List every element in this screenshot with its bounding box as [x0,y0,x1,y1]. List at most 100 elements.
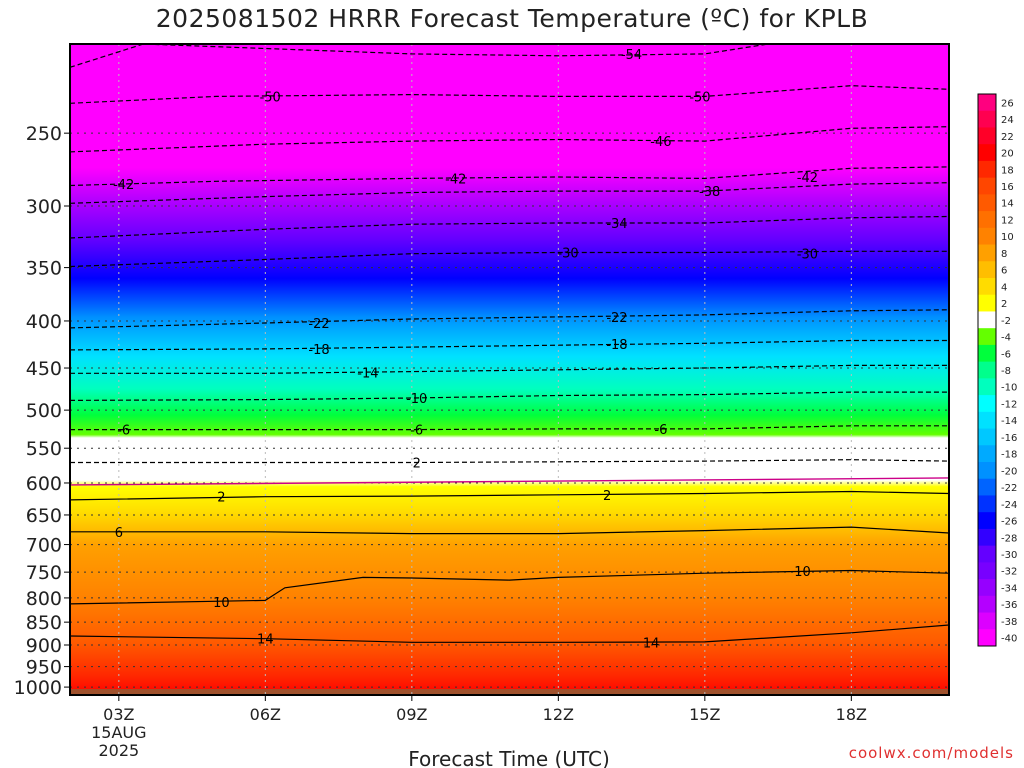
colorbar-label: -22 [1001,483,1017,494]
colorbar-swatch [978,478,996,496]
colorbar-swatch [978,562,996,580]
colorbar-label: -32 [1001,567,1017,578]
contour-line [70,182,949,204]
colorbar-label: 4 [1001,282,1007,293]
colorbar-label: -34 [1001,583,1017,594]
contour-line [70,126,949,153]
colorbar-swatch [978,144,996,162]
contour-label: -6 [117,424,130,439]
contour-label: -46 [650,135,671,150]
contour-line [70,250,949,268]
contour-label: 14 [643,636,660,651]
colorbar-swatch [978,395,996,413]
colorbar-swatch [978,629,996,647]
contour-label: -34 [606,217,627,232]
colorbar-label: 12 [1001,215,1014,226]
contour-line [70,459,949,464]
colorbar-frame [977,93,997,647]
contour-line [70,166,949,187]
colorbar-label: -4 [1001,333,1011,344]
colorbar-label: -14 [1001,416,1017,427]
contour-label: -50 [260,90,281,105]
colorbar: 26 24 22 20 18 16 14 12 10 8 6 4 2 -2 -4 -6 -8 -10 -12 -14 -… [977,93,1017,647]
colorbar-label: -38 [1001,617,1017,628]
colorbar-swatch [978,411,996,430]
colorbar-swatch [978,110,996,128]
colorbar-swatch [978,378,996,396]
colorbar-swatch [978,579,996,597]
contour-line [70,425,949,431]
contour-label: -30 [557,246,578,261]
x-tick-label: 18Z [836,705,867,724]
contour-label: 2 [217,491,225,506]
y-tick-label: 450 [26,358,62,380]
colorbar-swatch [978,495,996,513]
contour-label: 6 [115,526,123,541]
colorbar-label: 22 [1001,132,1014,143]
contour-label: -10 [406,392,427,407]
y-tick-label: 750 [26,562,62,584]
x-tick-label: 09Z [396,705,427,724]
contour-line [70,309,949,329]
credit-link[interactable]: coolwx.com/models [848,744,1014,762]
contour-label: 14 [257,633,274,648]
x-tick-label: 03Z [103,705,134,724]
colorbar-label: 16 [1001,182,1014,193]
y-tick-label: 250 [26,123,62,145]
colorbar-swatch [978,127,996,145]
y-tick-label: 550 [26,438,62,460]
contour-label: 2 [413,456,421,471]
colorbar-swatch [978,294,996,312]
colorbar-swatch [978,160,996,179]
colorbar-label: 10 [1001,232,1014,243]
y-tick-label: 850 [26,612,62,634]
contour-line [70,624,949,643]
colorbar-label: -10 [1001,383,1017,394]
contour-label: 10 [213,596,230,611]
colorbar-label: -12 [1001,399,1017,410]
colorbar-swatch [978,361,996,379]
colorbar-label: -26 [1001,517,1017,528]
colorbar-swatch [978,344,996,363]
colorbar-swatch [978,445,996,463]
colorbar-label: 18 [1001,165,1014,176]
colorbar-label: -6 [1001,349,1011,360]
colorbar-label: 24 [1001,115,1014,126]
colorbar-swatch [978,328,996,346]
contour-line [70,339,949,351]
y-tick-label: 900 [26,635,62,657]
contour-lines: -54 -50 -50 -46 -42 -42 -42 -38 -34 -30 -30 -22 -22 -… [70,44,949,651]
ground-band [70,689,949,695]
colorbar-label: -36 [1001,600,1017,611]
y-tick-label: 950 [26,657,62,679]
contour-label: -22 [308,317,329,332]
contour-line [70,391,949,401]
colorbar-label: -28 [1001,533,1017,544]
y-tick-label: 350 [26,258,62,280]
contour-label: -6 [410,424,423,439]
colorbar-label: -40 [1001,634,1017,645]
x-tick-label: 15Z [689,705,720,724]
chart-title: 2025081502 HRRR Forecast Temperature (ºC… [155,4,869,33]
colorbar-label: -20 [1001,466,1017,477]
colorbar-label: -16 [1001,433,1017,444]
y-tick-label: 300 [26,196,62,218]
contour-label: -50 [689,90,710,105]
colorbar-swatch [978,428,996,446]
colorbar-label: -24 [1001,500,1017,511]
colorbar-swatch [978,545,996,563]
contour-label: -18 [606,338,627,353]
contour-line [70,569,949,605]
contour-label: 2 [603,489,611,504]
contour-label: -14 [357,366,378,381]
contour-label: -42 [113,178,134,193]
contour-label: -30 [797,248,818,263]
colorbar-swatch [978,311,996,329]
colorbar-swatch [978,194,996,212]
colorbar-swatch [978,244,996,262]
colorbar-swatch [978,261,996,279]
colorbar-label: 26 [1001,98,1014,109]
y-tick-label: 650 [26,505,62,527]
